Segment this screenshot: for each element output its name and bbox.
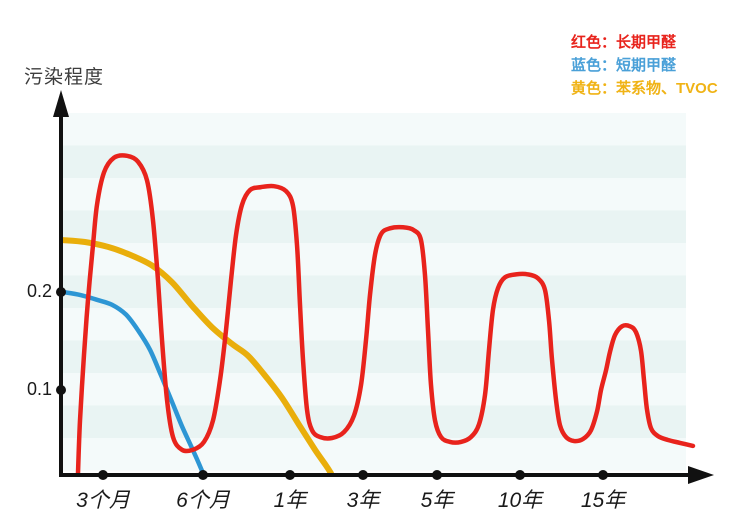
series-short-term-formaldehyde	[60, 289, 206, 476]
series-long-term-formaldehyde	[75, 153, 696, 476]
x-tick-dot	[515, 470, 525, 480]
plot-stripe	[63, 340, 686, 373]
x-tick-dot	[358, 470, 368, 480]
plot-stripe	[63, 210, 686, 243]
plot-stripe	[63, 438, 686, 471]
plot-stripe	[63, 145, 686, 178]
series-benzene-tvoc	[60, 237, 334, 477]
plot-stripe	[63, 308, 686, 341]
y-axis-arrow-icon	[53, 90, 69, 117]
x-tick-dot	[285, 470, 295, 480]
x-tick-dot	[98, 470, 108, 480]
x-tick-dot	[198, 470, 208, 480]
plot-stripe	[63, 178, 686, 211]
x-tick-dot	[432, 470, 442, 480]
plot-stripe	[63, 113, 686, 146]
x-tick-dot	[598, 470, 608, 480]
y-tick-dot	[56, 287, 66, 297]
y-tick-dot	[56, 385, 66, 395]
x-axis-arrow-icon	[688, 466, 714, 484]
plot-stripe	[63, 373, 686, 406]
